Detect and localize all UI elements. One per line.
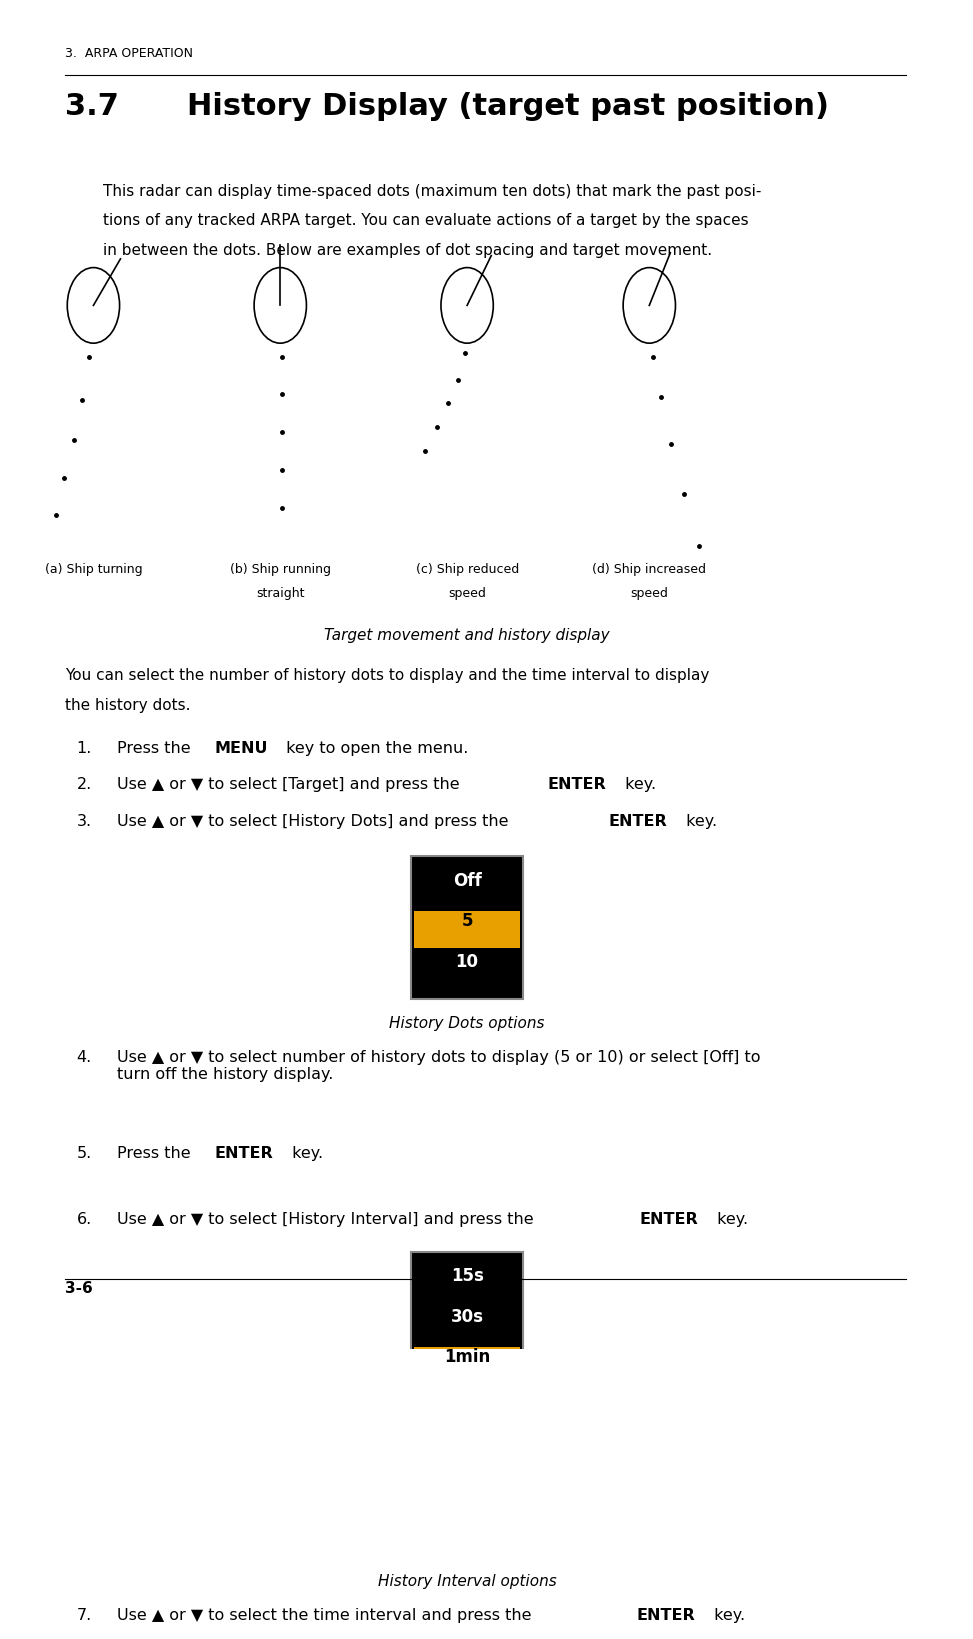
FancyBboxPatch shape (414, 1347, 521, 1383)
Text: speed: speed (631, 587, 668, 600)
Text: key.: key. (709, 1606, 745, 1621)
Text: 3.7: 3.7 (65, 92, 120, 121)
Text: 30s: 30s (450, 1306, 484, 1324)
Text: Use ▲ or ▼ to select number of history dots to display (5 or 10) or select [Off]: Use ▲ or ▼ to select number of history d… (117, 1049, 760, 1082)
Text: You can select the number of history dots to display and the time interval to di: You can select the number of history dot… (65, 667, 709, 683)
Text: key.: key. (287, 1146, 323, 1160)
Text: 10: 10 (455, 952, 479, 970)
Text: 2min: 2min (444, 1388, 490, 1406)
Text: (c) Ship reduced: (c) Ship reduced (415, 562, 519, 575)
Text: key.: key. (621, 777, 657, 792)
Text: 3min: 3min (444, 1429, 490, 1447)
Text: 3-6: 3-6 (65, 1280, 93, 1295)
Text: 4.: 4. (77, 1049, 91, 1064)
Text: ENTER: ENTER (214, 1146, 273, 1160)
Text: 5: 5 (461, 911, 473, 929)
Text: speed: speed (449, 587, 486, 600)
Text: History Interval options: History Interval options (378, 1573, 557, 1588)
Text: Use ▲ or ▼ to select [Target] and press the: Use ▲ or ▼ to select [Target] and press … (117, 777, 464, 792)
Text: 15s: 15s (450, 1267, 484, 1285)
Text: key.: key. (681, 813, 717, 828)
Text: in between the dots. Below are examples of dot spacing and target movement.: in between the dots. Below are examples … (103, 243, 712, 257)
Text: 5.: 5. (77, 1146, 91, 1160)
Text: key.: key. (712, 1211, 748, 1226)
Text: (d) Ship increased: (d) Ship increased (593, 562, 706, 575)
FancyBboxPatch shape (414, 911, 521, 949)
Text: tions of any tracked ARPA target. You can evaluate actions of a target by the sp: tions of any tracked ARPA target. You ca… (103, 213, 748, 228)
Text: 3.  ARPA OPERATION: 3. ARPA OPERATION (65, 48, 194, 61)
Text: 6.: 6. (77, 1211, 91, 1226)
Text: (a) Ship turning: (a) Ship turning (45, 562, 142, 575)
Text: 1.: 1. (77, 741, 92, 756)
Text: 12min: 12min (438, 1510, 496, 1528)
Text: key to open the menu.: key to open the menu. (280, 741, 468, 756)
Text: 6min: 6min (444, 1469, 490, 1487)
Text: ENTER: ENTER (636, 1606, 696, 1621)
Text: ENTER: ENTER (608, 813, 667, 828)
Text: Target movement and history display: Target movement and history display (324, 628, 610, 642)
Text: Use ▲ or ▼ to select [History Interval] and press the: Use ▲ or ▼ to select [History Interval] … (117, 1211, 538, 1226)
Text: History Dots options: History Dots options (389, 1016, 545, 1031)
Text: MENU: MENU (214, 741, 268, 756)
Text: Use ▲ or ▼ to select the time interval and press the: Use ▲ or ▼ to select the time interval a… (117, 1606, 536, 1621)
Text: 2.: 2. (77, 777, 91, 792)
Text: straight: straight (256, 587, 305, 600)
Text: ENTER: ENTER (548, 777, 606, 792)
Text: 7.: 7. (77, 1606, 91, 1621)
Text: Off: Off (452, 872, 482, 890)
Text: ENTER: ENTER (639, 1211, 698, 1226)
Text: 1min: 1min (444, 1347, 490, 1365)
Text: Use ▲ or ▼ to select [History Dots] and press the: Use ▲ or ▼ to select [History Dots] and … (117, 813, 514, 828)
Text: Press the: Press the (117, 741, 196, 756)
Text: the history dots.: the history dots. (65, 697, 191, 713)
Text: Press the: Press the (117, 1146, 196, 1160)
Text: History Display (target past position): History Display (target past position) (187, 92, 829, 121)
FancyBboxPatch shape (411, 1252, 523, 1557)
Text: 3.: 3. (77, 813, 91, 828)
FancyBboxPatch shape (411, 857, 523, 1000)
Text: This radar can display time-spaced dots (maximum ten dots) that mark the past po: This radar can display time-spaced dots … (103, 184, 761, 198)
Text: (b) Ship running: (b) Ship running (230, 562, 331, 575)
